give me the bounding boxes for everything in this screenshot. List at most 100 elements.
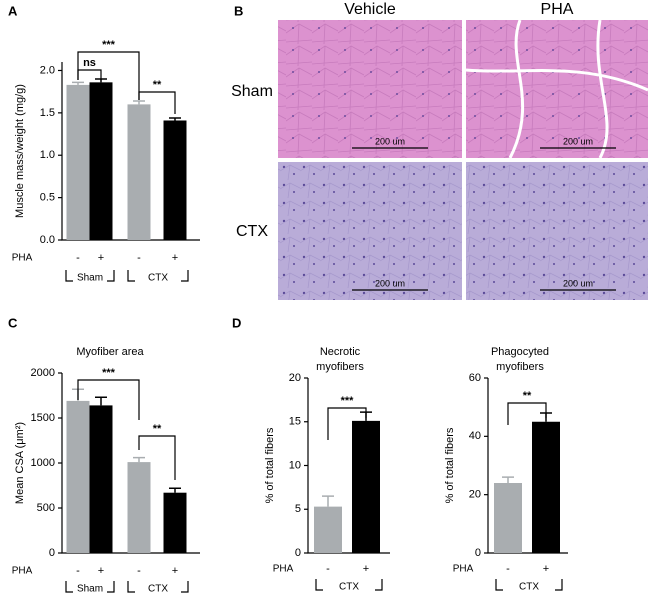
error-bar bbox=[133, 100, 145, 105]
y-tick-label: 1000 bbox=[31, 457, 55, 469]
group-bracket bbox=[127, 270, 189, 282]
bar bbox=[66, 84, 90, 240]
scale-bar-label: 200 um bbox=[375, 278, 405, 288]
y-tick-label: 5 bbox=[295, 503, 301, 515]
y-axis-label: % of total fibers bbox=[264, 427, 276, 503]
column-label: Vehicle bbox=[344, 1, 396, 18]
x-tick-label: - bbox=[76, 252, 80, 264]
bar bbox=[127, 462, 151, 553]
row-label: PHA bbox=[12, 566, 33, 577]
y-tick-label: 0 bbox=[295, 547, 301, 559]
x-tick-label: + bbox=[363, 563, 369, 575]
group-bracket bbox=[495, 579, 563, 591]
y-axis-label: Muscle mass/weight (mg/g) bbox=[14, 84, 26, 218]
panel-letter: A bbox=[8, 3, 18, 18]
group-bracket bbox=[65, 581, 115, 593]
x-tick-label: + bbox=[98, 565, 104, 577]
significance-bracket bbox=[138, 435, 176, 480]
x-tick-label: + bbox=[98, 252, 104, 264]
bar bbox=[66, 400, 90, 553]
y-tick-label: 1.0 bbox=[40, 149, 55, 161]
significance-bracket bbox=[507, 402, 547, 425]
x-tick-label: - bbox=[137, 565, 141, 577]
panel-letter: D bbox=[232, 315, 241, 330]
bar bbox=[494, 483, 522, 553]
bar bbox=[314, 506, 342, 553]
group-bracket bbox=[315, 579, 383, 591]
x-tick-label: - bbox=[137, 252, 141, 264]
bar bbox=[532, 421, 560, 553]
y-tick-label: 0.5 bbox=[40, 192, 55, 204]
bar bbox=[89, 405, 113, 553]
error-bar bbox=[322, 495, 334, 507]
row-label: PHA bbox=[453, 564, 474, 575]
y-tick-label: 20 bbox=[469, 489, 481, 501]
chart-title: myofibers bbox=[496, 361, 544, 373]
group-label: CTX bbox=[148, 584, 168, 595]
histology-image bbox=[466, 162, 648, 300]
error-bar bbox=[72, 81, 84, 85]
x-tick-label: + bbox=[172, 565, 178, 577]
y-axis-label: Mean CSA (μm²) bbox=[14, 422, 26, 504]
error-bar bbox=[95, 396, 107, 406]
group-label: Sham bbox=[77, 273, 103, 284]
significance-label: *** bbox=[341, 395, 355, 407]
histology-image bbox=[278, 162, 462, 300]
y-tick-label: 0 bbox=[49, 547, 55, 559]
y-tick-label: 20 bbox=[289, 372, 301, 384]
bar bbox=[163, 492, 187, 553]
group-bracket bbox=[65, 270, 115, 282]
y-tick-label: 1.5 bbox=[40, 107, 55, 119]
error-bar bbox=[169, 117, 181, 121]
x-tick-label: + bbox=[543, 563, 549, 575]
y-tick-label: 15 bbox=[289, 416, 301, 428]
group-bracket bbox=[127, 581, 189, 593]
bar bbox=[163, 120, 187, 240]
error-bar bbox=[169, 487, 181, 493]
chart-title: myofibers bbox=[316, 361, 364, 373]
error-bar bbox=[133, 456, 145, 463]
histology-image bbox=[278, 20, 462, 158]
significance-label: *** bbox=[102, 39, 116, 51]
significance-bracket bbox=[77, 51, 140, 100]
y-tick-label: 1500 bbox=[31, 412, 55, 424]
group-label: CTX bbox=[339, 582, 359, 593]
x-tick-label: - bbox=[506, 563, 510, 575]
bar bbox=[127, 104, 151, 240]
panel-letter: B bbox=[234, 3, 243, 18]
significance-bracket bbox=[138, 91, 176, 114]
significance-label: ** bbox=[153, 79, 162, 91]
significance-label: ns bbox=[83, 57, 96, 69]
column-label: PHA bbox=[541, 1, 574, 18]
significance-bracket bbox=[77, 379, 140, 420]
chart-title: Phagocyted bbox=[491, 346, 549, 358]
x-tick-label: + bbox=[172, 252, 178, 264]
chart-title: Myofiber area bbox=[76, 346, 144, 358]
group-label: Sham bbox=[77, 584, 103, 595]
x-tick-label: - bbox=[76, 565, 80, 577]
tissue-gap bbox=[465, 19, 649, 159]
error-bar bbox=[502, 476, 514, 483]
scale-bar-label: 200 um bbox=[563, 278, 593, 288]
y-tick-label: 500 bbox=[37, 502, 55, 514]
scale-bar-label: 200 um bbox=[563, 136, 593, 146]
chart-title: Necrotic bbox=[320, 346, 361, 358]
group-label: CTX bbox=[148, 273, 168, 284]
significance-label: ** bbox=[153, 423, 162, 435]
y-tick-label: 60 bbox=[469, 372, 481, 384]
y-tick-label: 0.0 bbox=[40, 234, 55, 246]
significance-label: ** bbox=[523, 390, 532, 402]
y-tick-label: 2.0 bbox=[40, 64, 55, 76]
y-axis-label: % of total fibers bbox=[444, 427, 456, 503]
y-tick-label: 2000 bbox=[31, 367, 55, 379]
y-tick-label: 0 bbox=[475, 547, 481, 559]
significance-label: *** bbox=[102, 367, 116, 379]
group-label: CTX bbox=[519, 582, 539, 593]
scale-bar-label: 200 um bbox=[375, 136, 405, 146]
y-tick-label: 10 bbox=[289, 459, 301, 471]
row-label: CTX bbox=[236, 223, 268, 240]
significance-bracket bbox=[327, 407, 367, 440]
row-label: PHA bbox=[12, 253, 33, 264]
bar bbox=[89, 82, 113, 240]
